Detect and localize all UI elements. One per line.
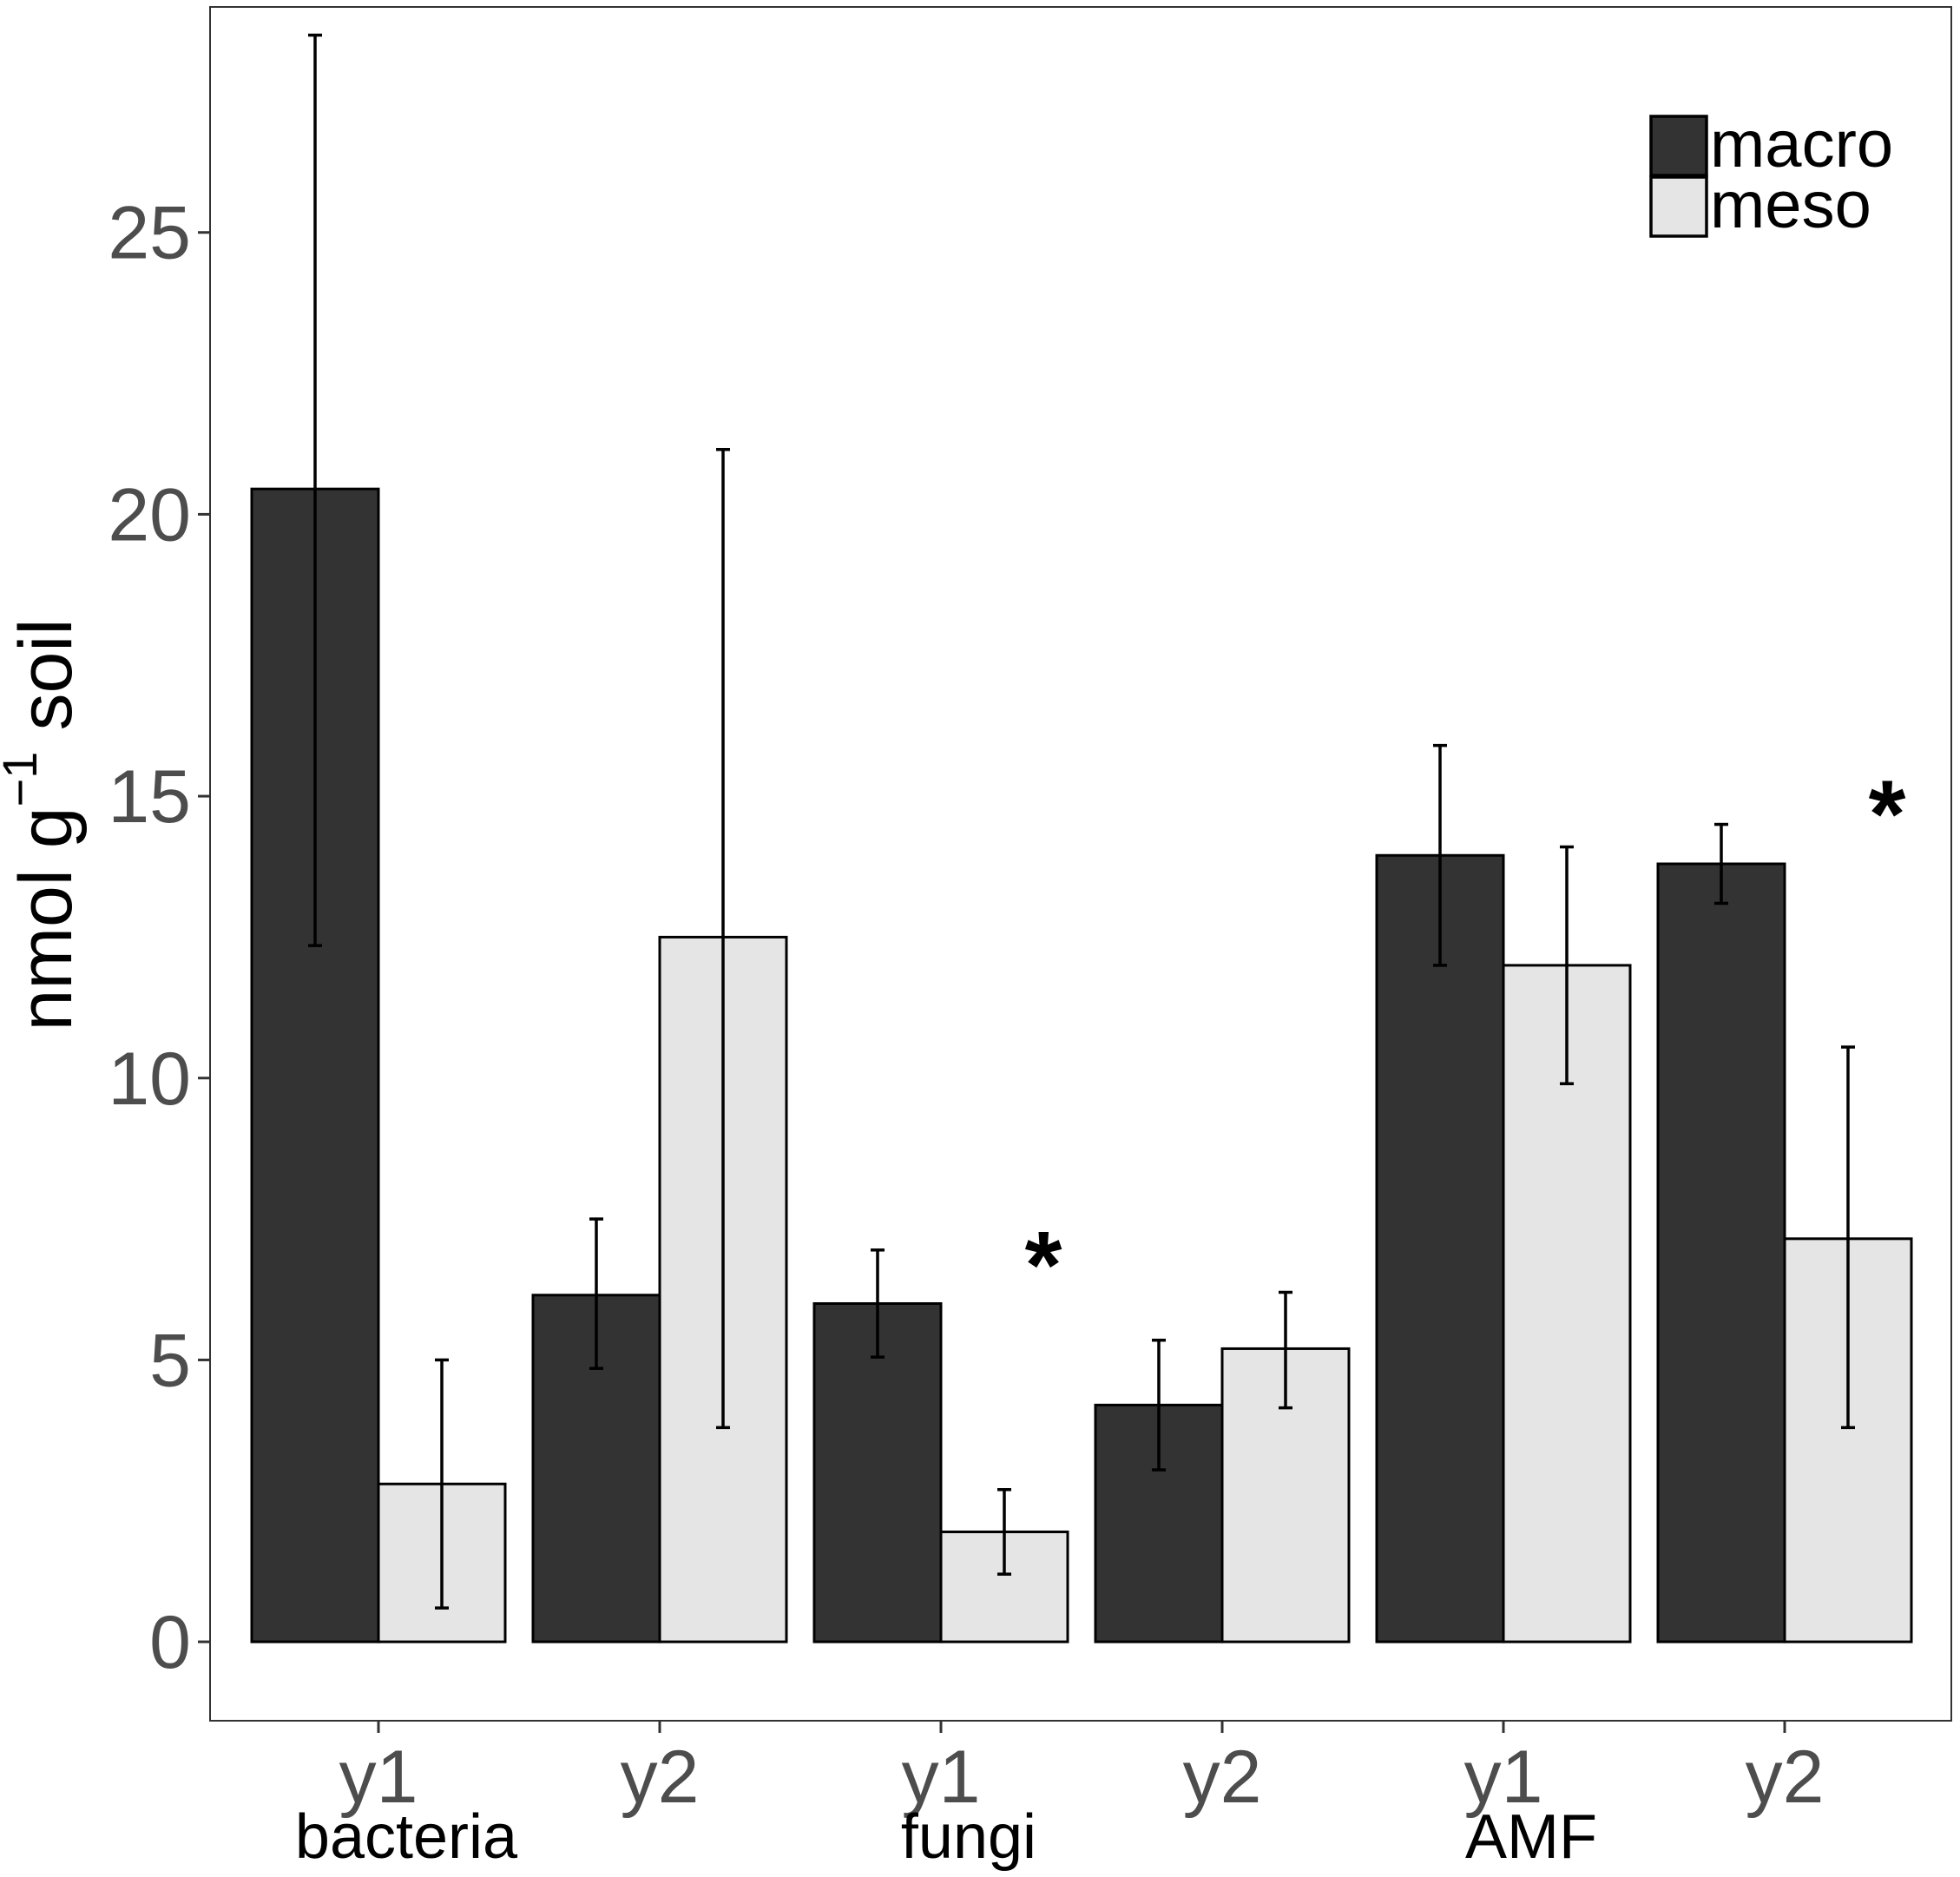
bar-macro-5	[1656, 862, 1786, 1643]
legend-swatch-macro	[1649, 115, 1708, 177]
x-axis: y1 y2 y1 y2 y1 y2 bacteria fungi AMF	[295, 1721, 1825, 1872]
bar-macro-4	[1375, 853, 1505, 1643]
significance-star-0: *	[1025, 1212, 1062, 1319]
x-tick-label-4: y1	[1464, 1735, 1543, 1819]
legend-label-meso: meso	[1710, 168, 1871, 242]
bar-macro-2	[812, 1301, 943, 1643]
y-axis-title: nmol g−1 soil	[0, 618, 88, 1031]
group-label-AMF: AMF	[1465, 1802, 1597, 1872]
y-axis-title-unit: soil	[4, 618, 88, 730]
y-tick-label-2: 10	[108, 1037, 191, 1121]
x-tick-label-0: y1	[339, 1735, 418, 1819]
legend-swatch-meso	[1649, 175, 1708, 238]
y-tick-label-3: 15	[108, 755, 191, 839]
y-axis-title-base: nmol g	[4, 807, 88, 1031]
y-axis-title-superscript: −1	[0, 752, 47, 807]
legend-label-macro: macro	[1710, 108, 1893, 181]
x-tick-label-3: y2	[1183, 1735, 1262, 1819]
significance-annotations: **	[1025, 761, 1906, 1319]
y-tick-label-5: 25	[108, 192, 191, 275]
y-tick-label-1: 5	[149, 1319, 191, 1402]
bars	[250, 487, 1913, 1643]
y-axis: 0 5 10 15 20 25	[108, 192, 210, 1684]
x-tick-label-2: y1	[902, 1735, 981, 1819]
group-label-fungi: fungi	[901, 1802, 1036, 1872]
error-bars	[308, 33, 1855, 1610]
significance-star-1: *	[1869, 761, 1906, 868]
x-tick-label-5: y2	[1746, 1735, 1825, 1819]
y-tick-label-4: 20	[108, 473, 191, 557]
x-tick-label-1: y2	[621, 1735, 700, 1819]
group-label-bacteria: bacteria	[295, 1802, 518, 1872]
y-tick-label-0: 0	[149, 1601, 191, 1684]
bar-macro-3	[1094, 1403, 1224, 1643]
